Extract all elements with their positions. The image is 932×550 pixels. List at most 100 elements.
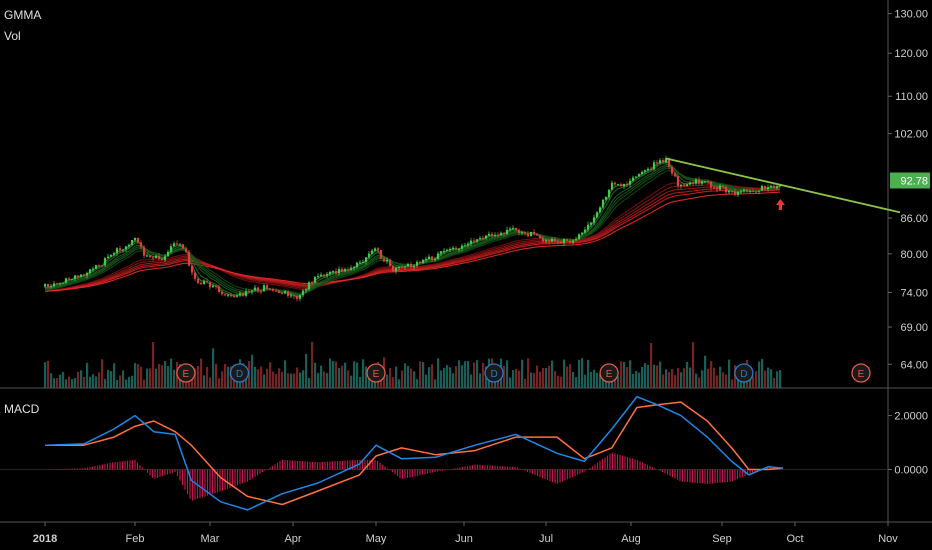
volume-bar: [278, 368, 281, 388]
volume-bar: [167, 366, 170, 388]
long-ema-line: [44, 182, 781, 292]
candle-body: [430, 256, 434, 260]
volume-bar: [707, 368, 710, 388]
volume-bar: [479, 373, 482, 388]
volume-bar: [332, 361, 335, 388]
volume-bar: [305, 353, 308, 388]
candle-body: [718, 185, 722, 190]
candle-body: [298, 295, 302, 299]
volume-bar: [434, 379, 437, 388]
candle-body: [499, 232, 503, 236]
long-ema-line: [44, 186, 781, 292]
volume-bar: [590, 371, 593, 388]
candle-body: [322, 274, 326, 276]
candle-body: [127, 244, 131, 247]
candle-body: [223, 294, 227, 296]
candle-body: [157, 255, 161, 260]
earnings-marker-icon: E: [851, 363, 871, 383]
candle-body: [421, 259, 425, 264]
candle-body: [670, 166, 674, 174]
volume-bar: [530, 372, 533, 388]
volume-bar: [104, 378, 107, 388]
time-tick-label: 2018: [33, 533, 57, 545]
candle-body: [769, 185, 773, 188]
volume-bar: [674, 375, 677, 388]
volume-bar: [374, 379, 377, 388]
volume-bar: [119, 375, 122, 388]
volume-bar: [581, 358, 584, 388]
candle-body: [76, 275, 80, 277]
candle-body: [625, 184, 629, 186]
candle-body: [604, 197, 608, 200]
volume-bar: [395, 366, 398, 388]
volume-bar: [125, 379, 128, 388]
candle-body: [694, 179, 698, 184]
candle-body: [142, 247, 146, 256]
short-ema-line: [44, 165, 781, 295]
volume-bar: [131, 375, 134, 388]
candle-body: [457, 248, 461, 250]
time-tick-label: Jun: [455, 533, 473, 545]
volume-bar: [341, 365, 344, 388]
candle-body: [583, 229, 587, 233]
volume-bar: [593, 369, 596, 388]
candle-body: [631, 177, 635, 181]
candle-body: [709, 181, 713, 188]
candle-body: [340, 268, 344, 272]
volume-bar: [767, 367, 770, 388]
volume-bar: [92, 374, 95, 388]
volume-bar: [266, 368, 269, 388]
volume-bar: [710, 361, 713, 388]
candle-body: [763, 185, 767, 190]
candle-body: [310, 282, 314, 284]
candle-body: [334, 271, 338, 274]
candle-body: [313, 276, 317, 283]
volume-bar: [686, 361, 689, 388]
volume-label: Vol: [4, 29, 21, 43]
marker-letter: E: [858, 369, 865, 380]
volume-bar: [671, 369, 674, 388]
candle-body: [538, 235, 542, 239]
candle-body: [130, 239, 134, 245]
volume-bar: [443, 367, 446, 388]
up-arrow-icon: [775, 198, 785, 210]
marker-letter: E: [606, 369, 613, 380]
candle-body: [229, 294, 233, 297]
volume-bar: [335, 361, 338, 388]
volume-bar: [506, 360, 509, 388]
candle-body: [367, 253, 371, 258]
volume-bar: [524, 378, 527, 388]
volume-bar: [47, 360, 50, 388]
candle-body: [145, 255, 149, 257]
candle-body: [349, 267, 353, 270]
volume-bar: [473, 362, 476, 388]
time-tick-label: Jul: [539, 533, 553, 545]
candle-body: [91, 268, 95, 270]
dividend-marker-icon: D: [484, 363, 504, 383]
candle-body: [658, 160, 662, 164]
volume-bar: [446, 365, 449, 388]
candle-body: [703, 181, 707, 183]
candle-body: [574, 238, 578, 241]
candle-body: [253, 287, 257, 291]
candle-body: [304, 289, 308, 291]
volume-bar: [356, 362, 359, 388]
candle-body: [715, 187, 719, 190]
volume-bar: [206, 366, 209, 388]
volume-bar: [410, 368, 413, 388]
candle-body: [592, 217, 596, 223]
candle-body: [688, 182, 692, 185]
volume-bar: [68, 376, 71, 388]
volume-bar: [416, 379, 419, 388]
candle-body: [181, 244, 185, 249]
candle-body: [415, 261, 419, 266]
candle-body: [124, 246, 128, 250]
volume-bar: [728, 359, 731, 388]
time-tick-label: Oct: [786, 533, 803, 545]
candle-body: [373, 248, 377, 251]
candle-body: [355, 262, 359, 268]
volume-bar: [584, 374, 587, 388]
volume-bar: [101, 359, 104, 388]
candle-body: [640, 171, 644, 175]
volume-bar: [209, 377, 212, 388]
